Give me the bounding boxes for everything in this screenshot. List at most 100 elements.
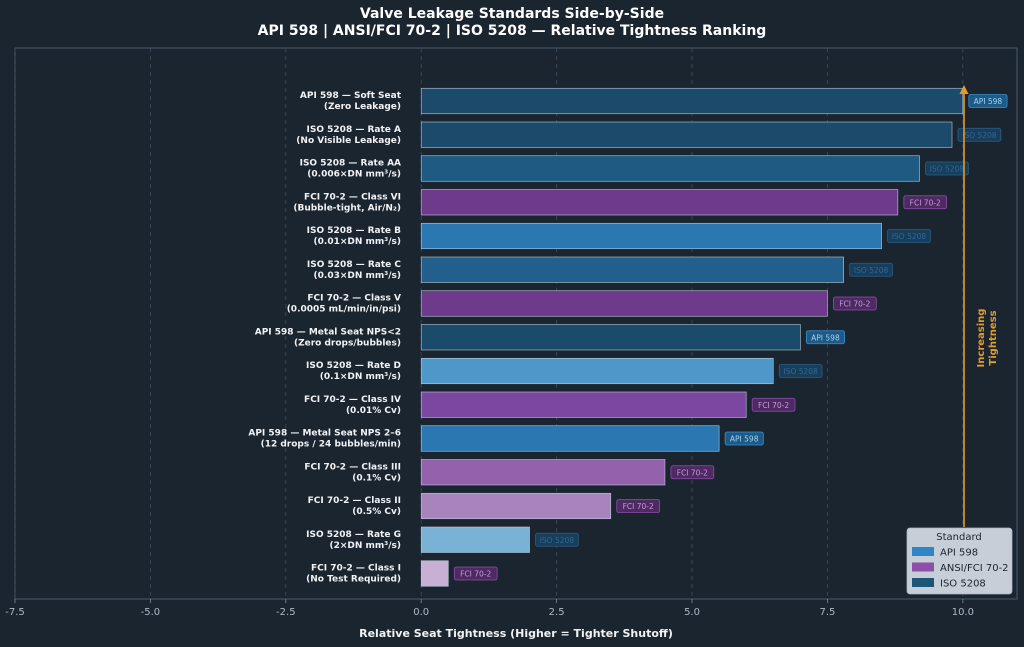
bar-badge-label: ISO 5208	[892, 232, 927, 241]
x-tick-label: 2.5	[549, 607, 565, 618]
category-label-line1: FCI 70-2 — Class III	[304, 462, 401, 472]
category-label-line2: (Bubble-tight, Air/N₂)	[293, 203, 401, 213]
category-label-line1: ISO 5208 — Rate G	[306, 530, 401, 540]
x-tick-label: 7.5	[819, 607, 835, 618]
category-label-line1: ISO 5208 — Rate D	[306, 361, 401, 371]
bar	[420, 87, 964, 115]
tightness-annotation: Increasing Tightness	[959, 85, 999, 527]
x-axis-label: Relative Seat Tightness (Higher = Tighte…	[359, 627, 673, 640]
category-label-line2: (0.01% Cv)	[346, 406, 401, 416]
bar-badge	[903, 195, 948, 210]
bar	[420, 357, 774, 385]
category-label-line2: (2×DN mm³/s)	[329, 541, 401, 551]
tightness-arrow-head	[959, 85, 969, 94]
category-label-line2: (0.1% Cv)	[352, 473, 401, 483]
x-tick-label: 5.0	[684, 607, 700, 618]
bar-badge	[535, 532, 579, 547]
bar	[420, 459, 666, 486]
bar-badge-label: FCI 70-2	[623, 502, 654, 511]
bar-badge	[670, 465, 715, 480]
bar-badge	[833, 296, 877, 311]
bar-badge-label: FCI 70-2	[839, 300, 870, 309]
bar	[420, 425, 720, 452]
legend-swatch	[912, 578, 934, 587]
bar	[420, 391, 747, 418]
x-tick-label: -5.0	[141, 607, 161, 618]
bar	[420, 155, 920, 182]
bars-group: API 598 — Soft Seat(Zero Leakage) API 598…	[248, 87, 1008, 587]
bar-badge-label: ISO 5208	[540, 536, 575, 545]
category-label-line2: (0.006×DN mm³/s)	[307, 170, 401, 180]
bar	[420, 560, 449, 587]
bar	[420, 526, 530, 553]
bar-badge-label: ISO 5208	[930, 165, 965, 174]
bar-badge	[453, 566, 498, 581]
bar-badge	[778, 364, 823, 378]
category-label-line2: (0.5% Cv)	[352, 507, 401, 517]
bar-badge-label: API 598	[811, 333, 840, 342]
x-tick-label: 10.0	[952, 607, 974, 618]
category-label-line2: (No Test Required)	[306, 575, 401, 585]
bar	[420, 324, 801, 351]
bar-badge	[925, 161, 969, 176]
bar-badge	[805, 330, 845, 345]
bar-badge	[751, 397, 796, 412]
category-label-line2: (0.03×DN mm³/s)	[314, 271, 401, 281]
bar-badge-label: ISO 5208	[783, 367, 818, 376]
x-tick-label: 0.0	[413, 607, 429, 618]
category-label-line1: FCI 70-2 — Class I	[311, 564, 401, 574]
bar-badge	[616, 499, 660, 513]
bar-badge-label: API 598	[730, 435, 759, 444]
legend-title: Standard	[936, 532, 982, 543]
bar	[420, 189, 899, 216]
bar	[420, 290, 828, 317]
bar	[420, 222, 882, 250]
bar-badge	[887, 229, 931, 243]
category-label-line1: API 598 — Metal Seat NPS 2–6	[248, 429, 401, 439]
bar	[420, 121, 953, 148]
legend-entry-label: ISO 5208	[940, 579, 986, 590]
bar-badge-label: ISO 5208	[854, 266, 889, 275]
bar	[420, 492, 612, 520]
bar-badge	[849, 262, 893, 277]
bar	[420, 256, 844, 283]
category-label-line1: ISO 5208 — Rate AA	[300, 159, 401, 169]
chart-title: Valve Leakage Standards Side-by-Side	[360, 6, 664, 22]
legend-swatch	[912, 562, 934, 572]
chart-subtitle: API 598 | ANSI/FCI 70-2 | ISO 5208 — Rel…	[258, 23, 767, 39]
category-label-line2: (12 drops / 24 bubbles/min)	[261, 440, 401, 450]
bar-badge-label: FCI 70-2	[758, 401, 789, 410]
x-tick-label: -7.5	[5, 607, 25, 618]
category-label-line1: ISO 5208 — Rate C	[307, 260, 401, 270]
category-label-line2: (0.01×DN mm³/s)	[314, 237, 401, 247]
bar-badge	[957, 127, 1002, 142]
category-label-line1: API 598 — Metal Seat NPS<2	[255, 327, 401, 337]
legend-swatch	[912, 547, 934, 556]
bar-badge-label: FCI 70-2	[910, 198, 941, 207]
bar-badge-label: API 598	[974, 97, 1003, 106]
bar-badge-label: FCI 70-2	[677, 468, 708, 477]
legend: Standard API 598 ANSI/FCI 70-2 ISO 5208	[906, 527, 1013, 595]
category-label-line1: ISO 5208 — Rate B	[307, 226, 401, 236]
legend-entry-label: API 598	[940, 548, 978, 559]
category-label-line1: FCI 70-2 — Class II	[308, 496, 401, 506]
legend-box	[906, 527, 1013, 595]
x-tick-label: -2.5	[276, 607, 296, 618]
bar-badge	[968, 94, 1008, 108]
category-label-line2: (No Visible Leakage)	[296, 136, 401, 146]
category-label-line1: ISO 5208 — Rate A	[307, 125, 401, 135]
category-label-line2: (0.1×DN mm³/s)	[320, 372, 401, 382]
category-label-line1: API 598 — Soft Seat	[300, 91, 402, 101]
category-label-line2: (0.0005 mL/min/in/psi)	[287, 305, 401, 315]
tightness-label-line2: Tightness	[988, 310, 999, 365]
bar-badge-label: FCI 70-2	[460, 570, 491, 579]
category-label-line1: FCI 70-2 — Class V	[307, 294, 401, 304]
category-label-line2: (Zero drops/bubbles)	[294, 338, 401, 348]
bar-badge-label: ISO 5208	[962, 131, 997, 140]
tightness-label-line1: Increasing	[976, 309, 987, 368]
legend-entry-label: ANSI/FCI 70-2	[940, 563, 1009, 574]
x-axis-ticks: -7.5 -5.0 -2.5 0.0 2.5 5.0 7.5 10.0	[5, 599, 974, 618]
bar-badge	[724, 431, 764, 446]
category-label-line2: (Zero Leakage)	[324, 102, 401, 112]
